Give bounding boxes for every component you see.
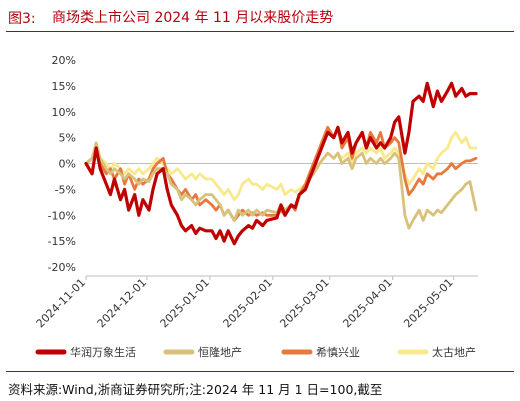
series-line-3 <box>84 131 478 202</box>
y-tick-label: -15% <box>48 235 76 248</box>
x-tick-label: 2024-12-01 <box>95 276 149 330</box>
footer-divider <box>6 371 514 372</box>
y-tick-label: 15% <box>52 80 76 93</box>
y-tick-label: 10% <box>52 106 76 119</box>
x-tick-label: 2025-03-01 <box>277 276 331 330</box>
source-note: 资料来源:Wind,浙商证券研究所;注:2024 年 11 月 1 日=100,… <box>8 382 383 397</box>
x-tick-label: 2024-11-01 <box>34 276 88 330</box>
header-divider <box>6 31 514 32</box>
y-tick-label: -5% <box>55 183 76 196</box>
x-tick-label: 2025-02-01 <box>221 276 275 330</box>
figure-footer: 资料来源:Wind,浙商证券研究所;注:2024 年 11 月 1 日=100,… <box>0 371 520 401</box>
y-tick-label: 0% <box>59 158 76 171</box>
y-axis: 20% 15% 10% 5% 0% -5% -10% -15% -20% <box>48 54 76 274</box>
y-tick-label: -10% <box>48 209 76 222</box>
x-tick-label: 2025-04-01 <box>340 276 394 330</box>
legend-label: 华润万象生活 <box>70 345 136 359</box>
y-tick-label: 20% <box>52 54 76 67</box>
figure-label: 图3: <box>8 11 36 27</box>
x-tick-label: 2025-05-01 <box>401 276 455 330</box>
plot-lines <box>84 81 478 246</box>
legend: 华润万象生活 恒隆地产 希慎兴业 太古地产 <box>35 345 476 359</box>
figure-header: 图3: 商场类上市公司 2024 年 11 月以来股价走势 <box>0 0 520 34</box>
figure-title: 商场类上市公司 2024 年 11 月以来股价走势 <box>52 10 334 26</box>
legend-label: 恒隆地产 <box>198 345 242 359</box>
y-tick-label: -20% <box>48 261 76 274</box>
legend-label: 希慎兴业 <box>316 345 360 359</box>
y-tick-label: 5% <box>59 132 76 145</box>
stock-price-chart: 20%15%10%5%0%-5%-10%-15%-20% 2024-11-01 2… <box>34 54 478 359</box>
series-line-0 <box>84 81 478 246</box>
legend-label: 太古地产 <box>432 345 476 359</box>
x-axis: 2024-11-01 2024-12-01 2025-01-01 2025-02-01… <box>34 163 478 330</box>
x-tick-label: 2025-01-01 <box>158 276 212 330</box>
